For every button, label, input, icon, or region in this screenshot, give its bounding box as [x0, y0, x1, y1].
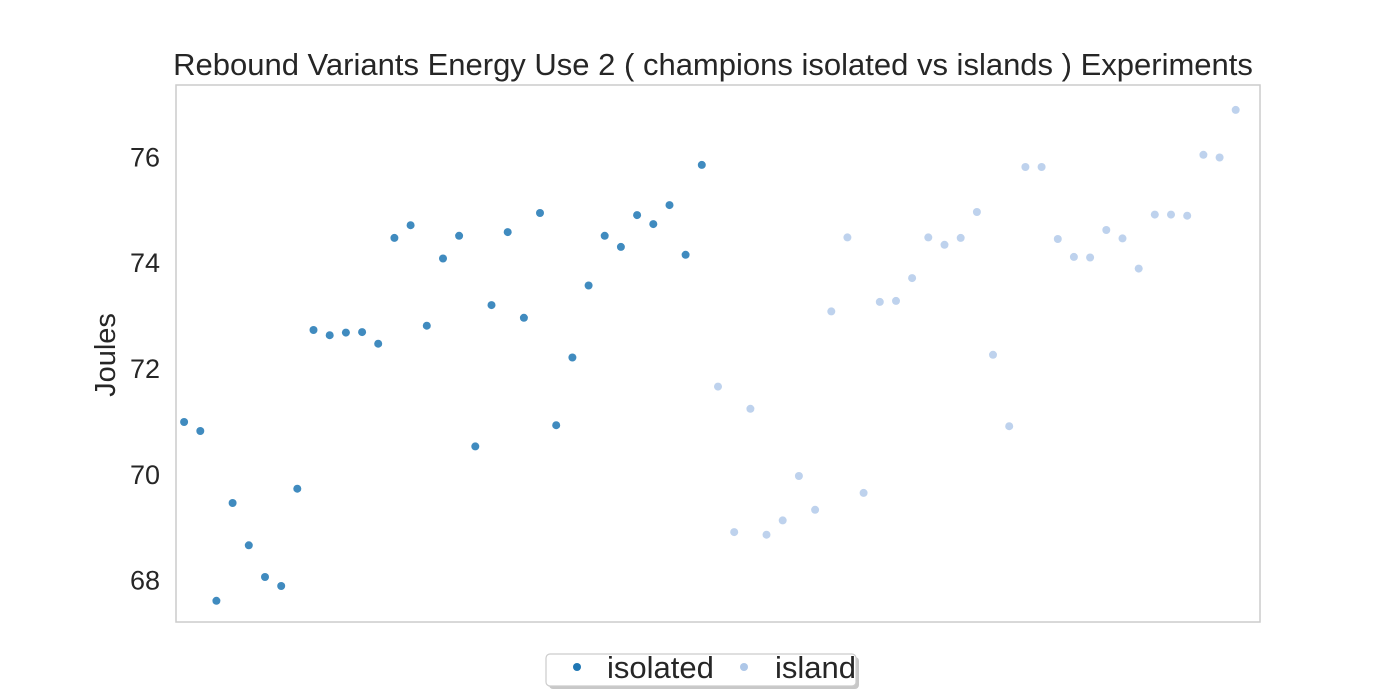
point-isolated: [341, 328, 350, 337]
point-island: [843, 233, 852, 242]
point-isolated: [487, 301, 496, 310]
point-island: [1118, 234, 1127, 243]
point-island: [908, 274, 917, 283]
point-island: [778, 516, 787, 525]
point-isolated: [358, 328, 367, 337]
point-isolated: [471, 442, 480, 451]
chart-title: Rebound Variants Energy Use 2 ( champion…: [173, 47, 1253, 82]
y-tick-label: 72: [130, 354, 160, 384]
point-isolated: [180, 418, 189, 426]
point-island: [956, 233, 965, 242]
legend-label-island: island: [775, 650, 856, 685]
point-island: [940, 240, 949, 249]
point-isolated: [196, 427, 205, 435]
point-island: [811, 505, 820, 514]
y-tick-label: 70: [130, 460, 160, 490]
point-island: [746, 404, 755, 413]
point-island: [1037, 163, 1046, 171]
point-island: [924, 233, 933, 242]
legend[interactable]: isolated island: [545, 650, 859, 689]
point-isolated: [697, 160, 706, 169]
data-points: [180, 105, 1240, 605]
legend-label-isolated: isolated: [607, 650, 714, 685]
point-isolated: [536, 209, 544, 217]
point-island: [1167, 210, 1175, 219]
point-isolated: [584, 281, 593, 290]
point-island: [1199, 150, 1208, 159]
point-isolated: [568, 353, 577, 362]
point-isolated: [665, 201, 674, 210]
point-isolated: [552, 421, 561, 430]
point-island: [892, 296, 900, 305]
point-isolated: [616, 242, 625, 251]
point-isolated: [422, 321, 431, 330]
point-island: [1231, 105, 1240, 114]
y-tick-label: 74: [130, 248, 160, 278]
point-isolated: [600, 231, 609, 240]
point-island: [730, 528, 739, 537]
point-isolated: [519, 313, 528, 322]
point-island: [972, 208, 981, 216]
point-island: [1021, 163, 1030, 171]
point-island: [989, 350, 997, 359]
point-isolated: [212, 596, 221, 605]
point-island: [1134, 264, 1143, 273]
point-island: [1069, 252, 1078, 261]
point-island: [827, 307, 836, 316]
y-axis-label: Joules: [90, 313, 122, 397]
point-isolated: [455, 231, 464, 240]
legend-marker-island: [740, 663, 748, 671]
point-isolated: [293, 484, 302, 493]
legend-box: [545, 653, 857, 687]
y-axis-ticks: 68 70 72 74 76: [130, 142, 160, 595]
y-tick-label: 68: [130, 566, 160, 596]
point-isolated: [261, 573, 269, 581]
point-island: [762, 530, 771, 539]
point-island: [1102, 226, 1111, 234]
point-isolated: [390, 233, 399, 242]
point-island: [794, 472, 803, 480]
point-island: [859, 488, 868, 497]
point-isolated: [309, 326, 318, 334]
point-isolated: [681, 250, 690, 259]
point-isolated: [228, 499, 237, 507]
point-island: [1150, 210, 1159, 219]
point-island: [1005, 422, 1014, 431]
point-isolated: [406, 221, 415, 230]
point-island: [875, 297, 884, 306]
point-isolated: [649, 220, 658, 229]
point-island: [1053, 235, 1062, 243]
point-isolated: [244, 541, 253, 550]
legend-marker-isolated: [573, 663, 581, 671]
point-island: [1183, 211, 1192, 220]
point-isolated: [374, 339, 383, 348]
point-isolated: [503, 228, 512, 237]
point-island: [714, 382, 722, 391]
y-tick-label: 76: [130, 142, 160, 172]
plot-area-frame: [175, 84, 1261, 623]
point-isolated: [439, 254, 447, 263]
point-isolated: [325, 331, 334, 340]
point-island: [1086, 253, 1095, 262]
point-isolated: [633, 211, 642, 220]
point-island: [1215, 153, 1224, 162]
point-isolated: [277, 582, 286, 590]
